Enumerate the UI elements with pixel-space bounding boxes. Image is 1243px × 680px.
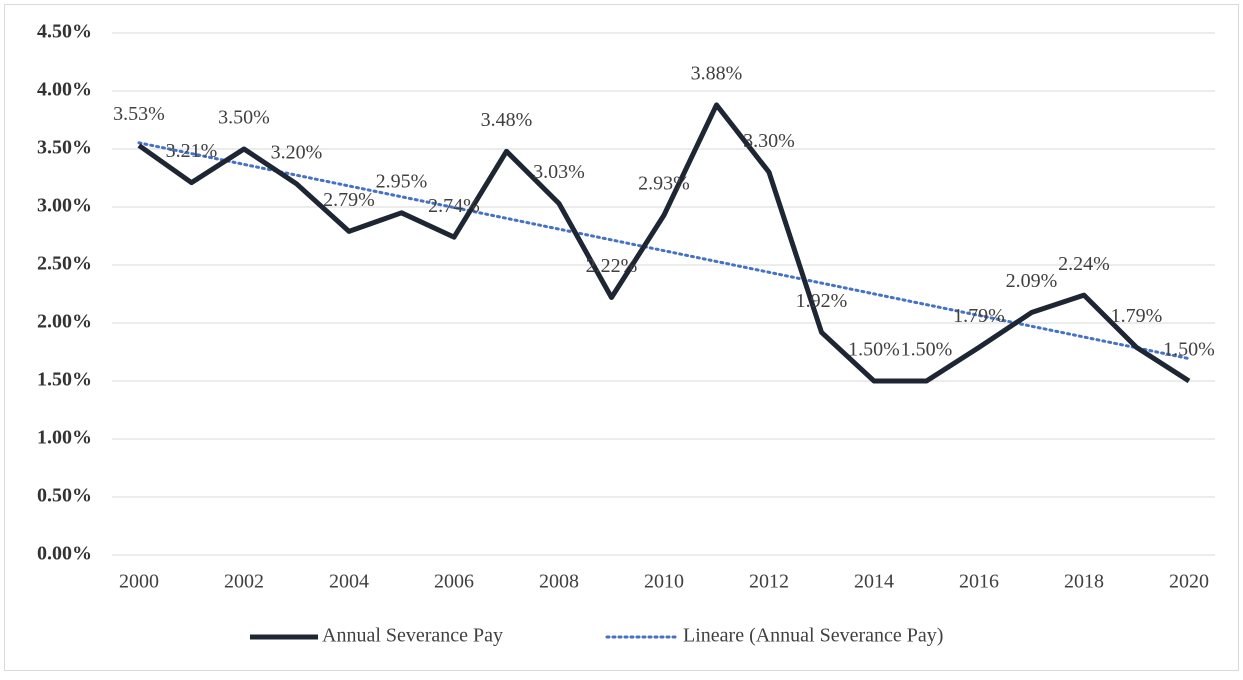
y-tick-label: 4.00% bbox=[37, 79, 92, 101]
data-label: 3.03% bbox=[533, 161, 585, 183]
data-label: 2.79% bbox=[323, 189, 375, 211]
data-label: 3.50% bbox=[218, 107, 270, 129]
y-tick-label: 0.00% bbox=[37, 543, 92, 565]
x-tick-label: 2004 bbox=[329, 571, 369, 593]
data-label: 1.50% bbox=[1163, 339, 1215, 361]
x-tick-label: 2014 bbox=[854, 571, 894, 593]
data-label: 3.30% bbox=[743, 130, 795, 152]
y-tick-label: 2.00% bbox=[37, 311, 92, 333]
data-label: 2.09% bbox=[1006, 270, 1058, 292]
x-tick-label: 2000 bbox=[119, 571, 159, 593]
x-tick-label: 2010 bbox=[644, 571, 684, 593]
y-tick-label: 3.00% bbox=[37, 195, 92, 217]
x-tick-label: 2006 bbox=[434, 571, 474, 593]
x-tick-label: 2020 bbox=[1169, 571, 1209, 593]
data-label: 2.74% bbox=[428, 195, 480, 217]
data-label: 1.92% bbox=[796, 290, 848, 312]
x-tick-label: 2002 bbox=[224, 571, 264, 593]
y-tick-label: 3.50% bbox=[37, 137, 92, 159]
y-tick-label: 1.00% bbox=[37, 427, 92, 449]
data-label: 2.22% bbox=[586, 255, 638, 277]
data-label: 3.88% bbox=[691, 63, 743, 85]
x-tick-label: 2012 bbox=[749, 571, 789, 593]
x-tick-label: 2018 bbox=[1064, 571, 1104, 593]
data-label: 1.79% bbox=[953, 305, 1005, 327]
y-tick-label: 4.50% bbox=[37, 21, 92, 43]
legend-label: Lineare (Annual Severance Pay) bbox=[683, 625, 943, 647]
x-tick-label: 2016 bbox=[959, 571, 999, 593]
data-label: 3.48% bbox=[481, 109, 533, 131]
data-label: 2.93% bbox=[638, 173, 690, 195]
y-tick-label: 0.50% bbox=[37, 485, 92, 507]
legend-label: Annual Severance Pay bbox=[322, 625, 503, 647]
data-label: 1.50% bbox=[901, 339, 953, 361]
data-label: 2.95% bbox=[376, 170, 428, 192]
data-line bbox=[137, 102, 1191, 384]
y-tick-label: 2.50% bbox=[37, 253, 92, 275]
data-label: 1.50% bbox=[848, 339, 900, 361]
x-tick-label: 2008 bbox=[539, 571, 579, 593]
y-tick-label: 1.50% bbox=[37, 369, 92, 391]
chart-border bbox=[4, 4, 1239, 671]
data-label: 3.53% bbox=[113, 103, 165, 125]
data-label: 2.24% bbox=[1058, 253, 1110, 275]
data-label: 1.79% bbox=[1111, 305, 1163, 327]
data-label: 3.20% bbox=[271, 141, 323, 163]
data-label: 3.21% bbox=[166, 140, 218, 162]
